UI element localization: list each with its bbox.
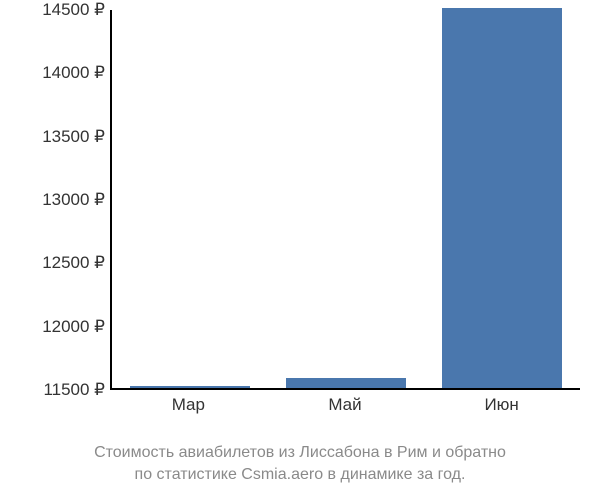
bar — [286, 378, 406, 388]
bar — [130, 386, 250, 388]
ytick-label: 11500 ₽ — [10, 380, 105, 400]
ytick-label: 13000 ₽ — [10, 190, 105, 210]
ytick-label: 13500 ₽ — [10, 127, 105, 147]
x-axis-labels: Мар Май Июн — [110, 395, 580, 415]
bars-container — [112, 10, 580, 388]
price-chart: 11500 ₽ 12000 ₽ 12500 ₽ 13000 ₽ 13500 ₽ 14000… — [0, 0, 600, 435]
ytick-label: 12500 ₽ — [10, 253, 105, 273]
bar — [442, 8, 562, 388]
xtick-label: Июн — [442, 395, 562, 415]
chart-caption: Стоимость авиабилетов из Лиссабона в Рим… — [0, 442, 600, 485]
ytick-label: 12000 ₽ — [10, 317, 105, 337]
ytick-label: 14000 ₽ — [10, 63, 105, 83]
caption-line-1: Стоимость авиабилетов из Лиссабона в Рим… — [94, 444, 506, 461]
plot-area — [110, 10, 580, 390]
xtick-label: Мар — [128, 395, 248, 415]
xtick-label: Май — [285, 395, 405, 415]
caption-line-2: по статистике Csmia.aero в динамике за г… — [135, 466, 466, 483]
ytick-label: 14500 ₽ — [10, 0, 105, 20]
